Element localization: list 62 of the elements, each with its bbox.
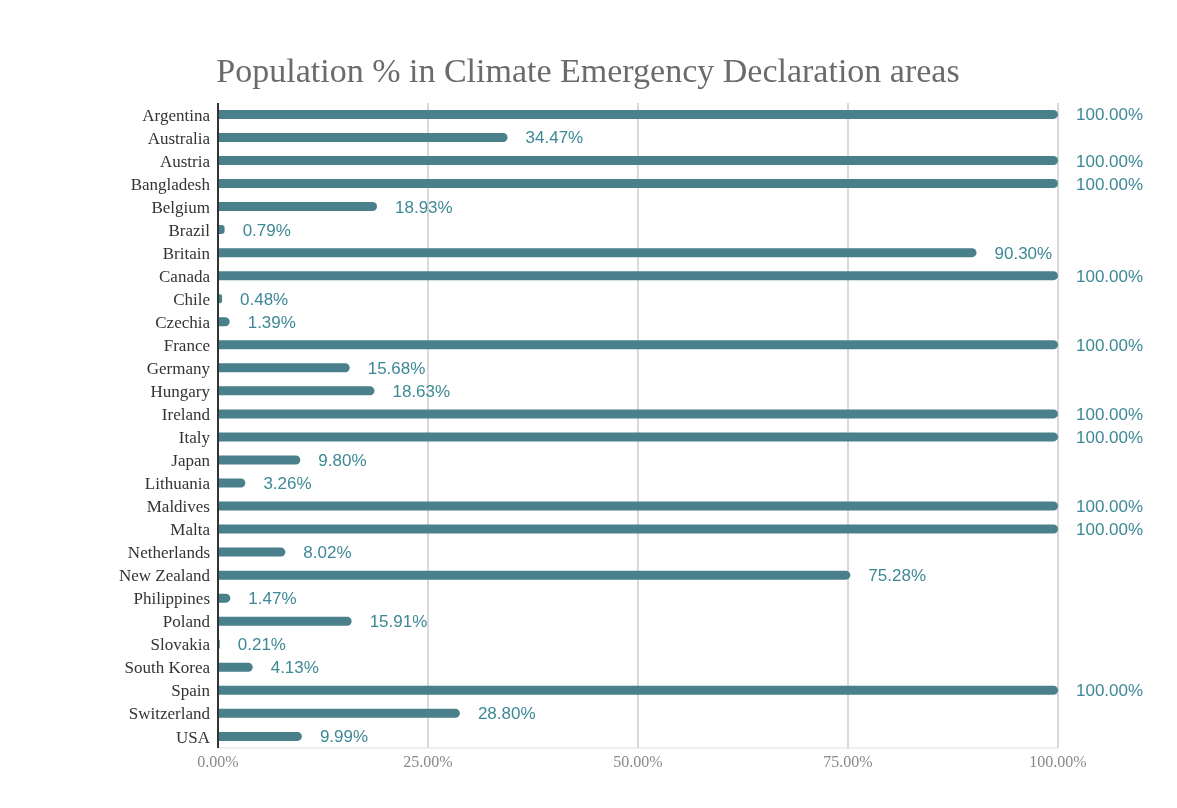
data-label: 100.00% [1076, 266, 1144, 286]
y-tick-label: Netherlands [127, 543, 210, 563]
y-tick-label: Philippines [133, 589, 210, 609]
y-tick-label: Switzerland [128, 704, 211, 724]
data-label: 100.00% [1076, 404, 1144, 424]
data-label: 90.30% [994, 243, 1053, 263]
y-tick-label: Maldives [146, 497, 210, 517]
y-tick-label: Germany [146, 358, 211, 378]
x-tick-label: 75.00% [823, 753, 873, 771]
data-label: 100.00% [1076, 681, 1144, 701]
data-label: 34.47% [525, 128, 584, 148]
data-label: 3.26% [263, 474, 312, 494]
y-tick-label: Australia [147, 128, 211, 148]
chart-title: Population % in Climate Emergency Declaration areas [215, 51, 961, 91]
x-tick-label: 50.00% [613, 753, 663, 771]
data-label: 18.63% [392, 381, 451, 401]
y-tick-label: Argentina [142, 105, 211, 125]
y-tick-label: USA [175, 727, 211, 747]
y-tick-label: Ireland [161, 405, 211, 425]
y-tick-label: Bangladesh [130, 174, 211, 194]
data-label: 15.68% [367, 358, 426, 378]
y-tick-label: Slovakia [150, 635, 211, 655]
y-tick-label: Hungary [150, 381, 211, 401]
data-label: 4.13% [270, 658, 319, 678]
data-label: 100.00% [1076, 174, 1144, 194]
y-tick-label: Austria [159, 151, 211, 171]
data-label: 18.93% [395, 197, 453, 217]
y-tick-label: France [163, 335, 210, 355]
y-tick-label: Malta [170, 520, 211, 540]
data-label: 100.00% [1076, 335, 1144, 355]
y-tick-label: South Korea [124, 658, 211, 678]
data-label: 100.00% [1076, 105, 1144, 125]
data-label: 1.47% [248, 589, 297, 609]
data-label: 28.80% [477, 704, 536, 724]
data-label: 1.39% [247, 312, 296, 332]
data-label: 100.00% [1076, 151, 1144, 171]
x-tick-label: 100.00% [1029, 753, 1087, 771]
y-tick-label: Poland [162, 612, 211, 632]
y-tick-label: Brazil [168, 220, 211, 240]
data-label: 9.99% [319, 727, 369, 747]
y-tick-label: Italy [178, 428, 211, 448]
y-tick-label: Japan [171, 451, 211, 471]
y-tick-label: Lithuania [144, 474, 211, 494]
y-tick-label: New Zealand [118, 566, 211, 586]
data-label: 0.79% [242, 220, 291, 240]
y-tick-label: Czechia [155, 312, 211, 332]
data-label: 0.21% [237, 635, 286, 655]
y-tick-label: Spain [171, 681, 211, 701]
data-label: 0.48% [240, 289, 289, 309]
data-label: 15.91% [369, 612, 428, 632]
y-tick-label: Chile [173, 289, 210, 309]
data-label: 9.80% [318, 450, 367, 470]
y-tick-label: Canada [159, 266, 211, 286]
data-label: 100.00% [1076, 520, 1144, 540]
x-tick-label: 25.00% [403, 753, 453, 771]
x-tick-label: 0.00% [197, 753, 239, 771]
y-tick-label: Belgium [151, 197, 210, 217]
data-label: 8.02% [303, 543, 352, 563]
y-tick-label: Britain [162, 243, 211, 263]
data-label: 100.00% [1076, 427, 1144, 447]
data-label: 75.28% [868, 566, 927, 586]
data-label: 100.00% [1076, 497, 1144, 517]
